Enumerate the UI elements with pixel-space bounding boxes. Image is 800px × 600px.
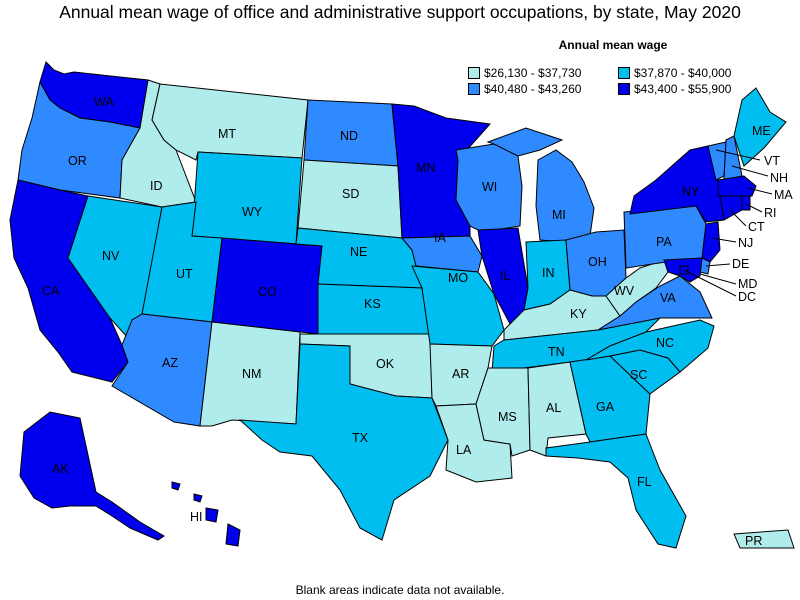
label-MI: MI [552,208,566,222]
state-MI [535,149,595,243]
legend-label: $40,480 - $43,260 [484,82,582,96]
label-PA: PA [656,235,672,249]
label-CT: CT [748,220,765,234]
state-HI-3 [193,493,203,503]
label-WI: WI [482,180,497,194]
label-MO: MO [448,271,468,285]
label-VT: VT [764,154,780,168]
label-AK: AK [52,462,69,476]
label-NE: NE [350,245,367,259]
label-NY: NY [682,185,700,199]
state-AK [19,411,165,541]
state-MT [151,83,309,161]
label-DC: DC [738,290,756,304]
legend-item-bin-3: $40,480 - $43,260 [468,82,618,96]
label-CA: CA [42,284,60,298]
label-MN: MN [416,161,435,175]
state-TX [238,343,449,541]
label-ND: ND [340,129,358,143]
state-NC [585,319,715,373]
footnote: Blank areas indicate data not available. [295,583,505,597]
label-OH: OH [588,255,607,269]
label-VA: VA [660,291,676,305]
legend-item-bin-4: $43,400 - $55,900 [618,82,768,96]
label-OK: OK [376,357,395,371]
label-IA: IA [434,231,446,245]
label-IN: IN [542,266,555,280]
state-HI-2 [205,507,219,523]
state-RI [741,195,751,211]
label-OR: OR [68,154,87,168]
legend-label: $37,870 - $40,000 [634,66,732,80]
legend-label: $43,400 - $55,900 [634,82,732,96]
label-NC: NC [656,336,674,350]
label-IL: IL [500,269,510,283]
label-WA: WA [94,95,114,109]
label-TN: TN [548,345,565,359]
label-UT: UT [176,267,193,281]
label-MT: MT [218,127,236,141]
label-NM: NM [242,367,261,381]
label-SC: SC [630,368,647,382]
map-title: Annual mean wage of office and administr… [59,2,741,22]
label-MD: MD [738,277,757,291]
state-MI-UP [486,127,564,157]
label-LA: LA [456,443,472,457]
label-SD: SD [342,187,359,201]
state-NM [199,321,301,427]
label-AZ: AZ [162,356,178,370]
label-AR: AR [452,367,469,381]
state-WY [191,151,303,245]
label-WV: WV [614,284,635,298]
label-PR: PR [745,534,762,548]
state-HI [225,523,241,547]
legend-item-bin-2: $37,870 - $40,000 [618,66,768,80]
state-HI-4 [171,481,181,491]
label-NV: NV [102,249,120,263]
state-ME [733,87,787,167]
label-RI: RI [764,206,777,220]
label-CO: CO [258,285,277,299]
label-NJ: NJ [738,236,753,250]
state-MO [411,265,505,347]
legend: Annual mean wage $26,130 - $37,730 $37,8… [468,38,768,96]
label-MS: MS [498,410,517,424]
legend-swatch [618,67,630,79]
label-MA: MA [774,188,793,202]
legend-item-bin-1: $26,130 - $37,730 [468,66,618,80]
label-NH: NH [770,171,788,185]
label-ME: ME [752,124,771,138]
state-NJ [701,221,721,263]
label-ID: ID [150,179,163,193]
label-GA: GA [596,400,615,414]
legend-swatch [618,83,630,95]
label-FL: FL [637,475,652,489]
label-DE: DE [732,257,749,271]
state-PR [733,529,795,549]
legend-swatch [468,83,480,95]
leader-lines [683,149,773,297]
legend-title: Annual mean wage [558,38,668,52]
label-KY: KY [570,307,587,321]
state-CT [719,195,743,221]
label-TX: TX [352,431,369,445]
state-labels: WA OR CA NV ID MT WY UT AZ CO NM ND SD N… [42,95,793,548]
state-MA [717,175,757,197]
label-KS: KS [364,297,381,311]
label-HI: HI [190,510,203,524]
label-WY: WY [242,205,263,219]
label-AL: AL [546,401,561,415]
state-FL [545,433,687,549]
legend-swatch [468,67,480,79]
legend-label: $26,130 - $37,730 [484,66,582,80]
